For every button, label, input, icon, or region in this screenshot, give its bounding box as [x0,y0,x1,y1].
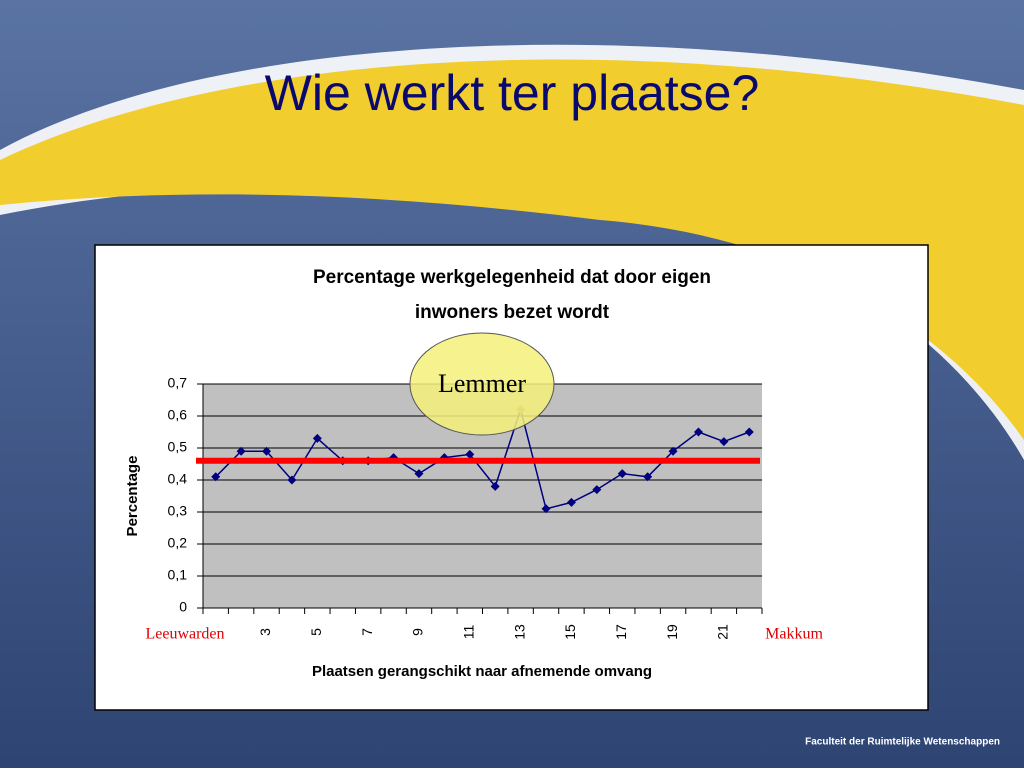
x-tick-label: 17 [613,624,629,640]
x-tick-label: 13 [511,624,527,640]
data-point [617,469,627,479]
x-tick-label: 15 [562,624,578,640]
y-tick-label: 0,7 [168,375,188,391]
data-point [566,497,576,507]
slide-title: Wie werkt ter plaatse? [265,65,760,121]
data-point [592,485,602,495]
data-point [693,427,703,437]
y-axis-label: Percentage [124,456,141,537]
x-tick-label: 9 [410,628,426,636]
y-tick-label: 0,3 [168,503,188,519]
data-point [312,433,322,443]
data-point [744,427,754,437]
y-tick-label: 0 [179,599,187,615]
data-point [541,504,551,514]
data-point [490,481,500,491]
highlight-label: Lemmer [438,369,526,398]
x-tick-label: 3 [257,628,273,636]
last-place-label: Makkum [765,626,823,643]
data-point [719,437,729,447]
x-axis-label: Plaatsen gerangschikt naar afnemende omv… [312,663,652,680]
x-tick-label: 11 [460,625,476,640]
y-tick-label: 0,6 [168,407,188,423]
x-tick-label: 5 [308,628,324,636]
first-place-label: Leeuwarden [145,626,224,643]
data-point [465,449,475,459]
data-point [287,475,297,485]
chart-title: Percentage werkgelegenheid dat door eige… [313,267,711,288]
y-tick-label: 0,1 [168,567,188,583]
x-tick-label: 21 [715,624,731,640]
y-tick-label: 0,5 [168,439,188,455]
footer: Faculteit der Ruimtelijke Wetenschappen [805,737,1000,748]
chart-title: inwoners bezet wordt [415,302,610,323]
highlight-bubble [409,332,555,436]
data-point [236,446,246,456]
x-tick-label: 19 [664,624,680,640]
y-tick-label: 0,2 [168,535,188,551]
x-tick-label: 7 [359,628,375,636]
data-point [668,446,678,456]
y-tick-label: 0,4 [168,471,188,487]
data-point [211,472,221,482]
data-point [262,446,272,456]
swoosh-yellow [0,59,1024,440]
data-point [414,469,424,479]
data-point [643,472,653,482]
